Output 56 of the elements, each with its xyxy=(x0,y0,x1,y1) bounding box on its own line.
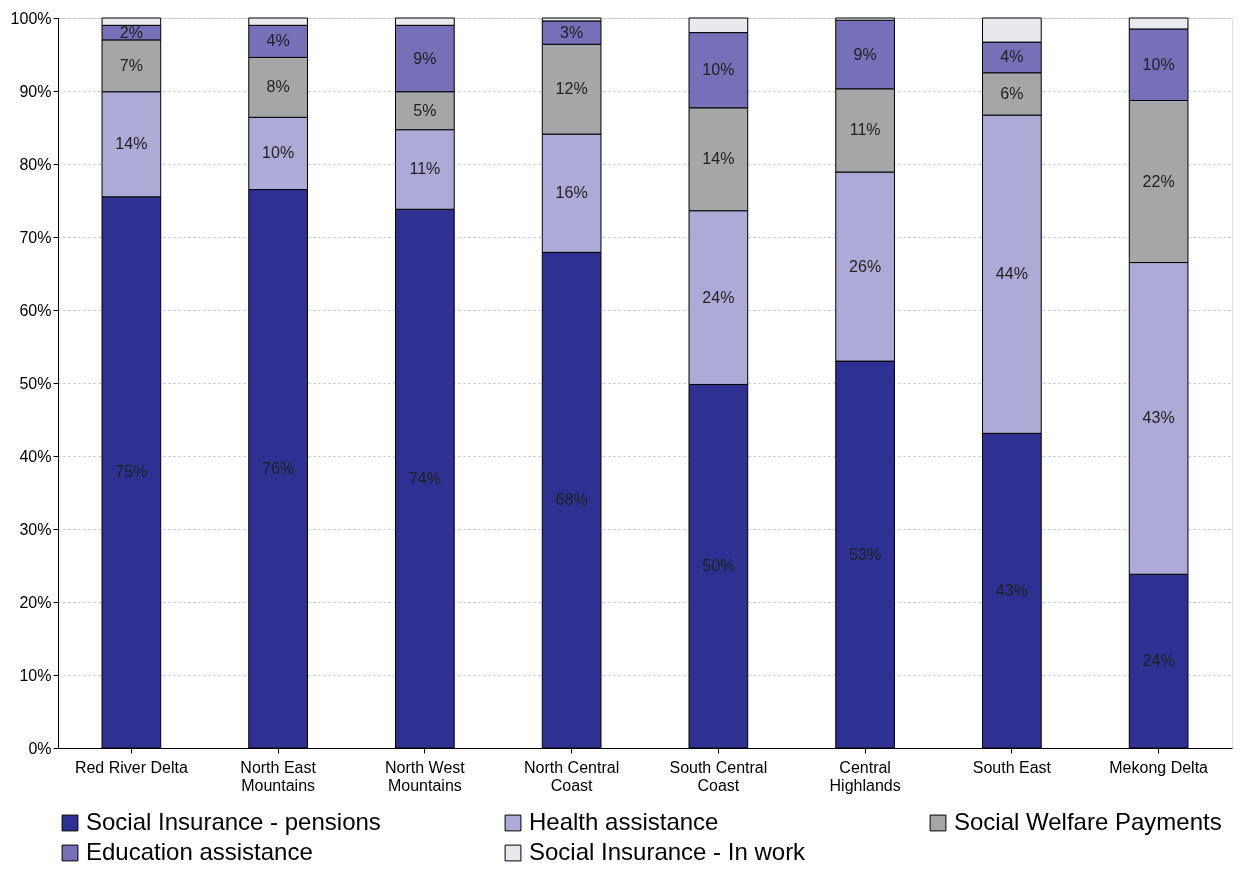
data-label: 11% xyxy=(409,160,441,178)
data-label: 12% xyxy=(555,80,588,98)
data-label: 9% xyxy=(853,45,877,63)
y-tick-label: 80% xyxy=(19,155,52,173)
data-label: 10% xyxy=(262,144,295,162)
y-tick-label: 30% xyxy=(19,520,52,538)
data-label: 50% xyxy=(702,557,735,575)
data-label: 43% xyxy=(1142,409,1175,427)
data-label: 68% xyxy=(555,491,588,509)
data-label: 9% xyxy=(413,49,437,67)
x-tick-label: North Central Coast xyxy=(524,758,620,794)
x-tick-label: South Central Coast xyxy=(669,758,768,794)
legend-label: Social Welfare Payments xyxy=(954,808,1222,835)
x-tick-label: South East xyxy=(972,758,1052,776)
data-label: 44% xyxy=(995,265,1028,283)
y-tick-label: 10% xyxy=(19,666,52,684)
data-label: 10% xyxy=(1142,55,1175,73)
x-tick-label: Mekong Delta xyxy=(1109,758,1209,776)
legend-label: Social Insurance - In work xyxy=(529,838,807,865)
legend-label: Education assistance xyxy=(86,838,313,865)
data-label: 22% xyxy=(1142,172,1175,190)
data-label: 7% xyxy=(119,56,143,74)
data-label: 75% xyxy=(115,463,148,481)
data-label: 76% xyxy=(262,459,295,477)
data-label: 10% xyxy=(702,61,735,79)
y-tick-label: 40% xyxy=(19,447,52,465)
data-label: 5% xyxy=(413,101,437,119)
y-tick-label: 70% xyxy=(19,228,52,246)
data-label: 2% xyxy=(119,23,143,41)
y-tick-label: 60% xyxy=(19,301,52,319)
y-tick-label: 90% xyxy=(19,82,52,100)
data-label: 8% xyxy=(266,78,290,96)
data-label: 4% xyxy=(266,32,290,50)
data-label: 4% xyxy=(1000,48,1024,66)
legend-label: Health assistance xyxy=(529,808,719,835)
y-tick-label: 100% xyxy=(10,9,52,27)
data-label: 24% xyxy=(1142,652,1175,670)
x-tick-label: Central Highlands xyxy=(829,758,901,794)
y-tick-label: 50% xyxy=(19,374,52,392)
data-label: 24% xyxy=(702,288,735,306)
data-label: 11% xyxy=(849,121,881,139)
data-label: 16% xyxy=(555,184,588,202)
data-label: 74% xyxy=(408,469,441,487)
data-label: 43% xyxy=(995,581,1028,599)
data-label: 14% xyxy=(702,150,735,168)
legend-label: Social Insurance - pensions xyxy=(86,808,381,835)
x-tick-label: Red River Delta xyxy=(74,758,188,776)
y-tick-label: 20% xyxy=(19,593,52,611)
x-tick-label: North East Mountains xyxy=(240,758,317,794)
data-label: 26% xyxy=(849,257,882,275)
data-label: 14% xyxy=(115,135,148,153)
data-label: 53% xyxy=(849,545,882,563)
y-tick-label: 0% xyxy=(28,739,52,757)
data-label: 6% xyxy=(1000,84,1024,102)
data-label: 3% xyxy=(560,23,584,41)
x-tick-label: North West Mountains xyxy=(385,758,466,794)
